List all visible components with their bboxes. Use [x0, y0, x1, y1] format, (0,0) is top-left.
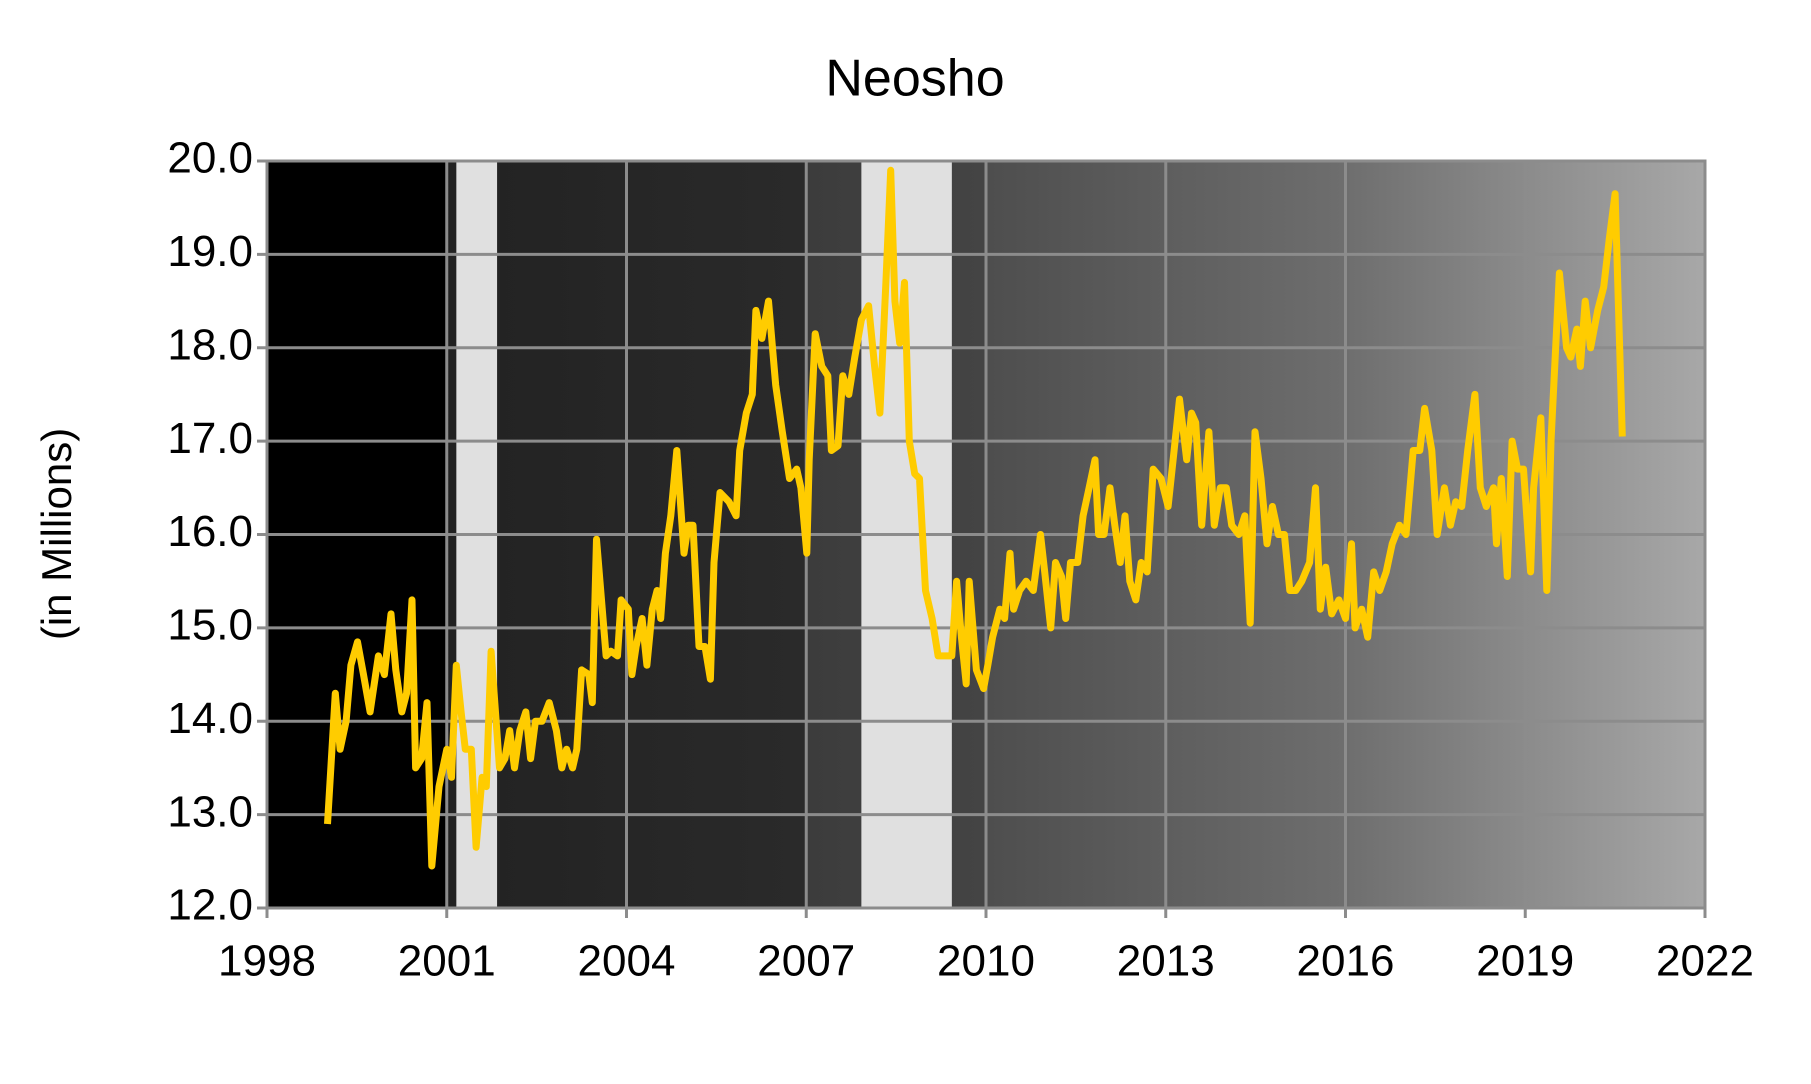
x-tick-label: 2019	[1476, 937, 1574, 986]
y-tick-label: 19.0	[167, 227, 253, 276]
x-tick-label: 2010	[937, 937, 1035, 986]
x-tick-label: 2004	[578, 937, 676, 986]
x-tick-label: 2007	[757, 937, 855, 986]
y-tick-label: 18.0	[167, 320, 253, 369]
data-line	[324, 166, 1626, 870]
y-tick-label: 12.0	[167, 881, 253, 930]
y-axis-label: (in Millions)	[33, 428, 80, 640]
y-tick-label: 16.0	[167, 507, 253, 556]
y-tick-label: 13.0	[167, 787, 253, 836]
x-tick-label: 2016	[1297, 937, 1395, 986]
y-tick-label: 15.0	[167, 601, 253, 650]
x-tick-label: 2001	[398, 937, 496, 986]
y-tick-label: 14.0	[167, 694, 253, 743]
x-tick-label: 1998	[218, 937, 316, 986]
y-tick-label: 17.0	[167, 414, 253, 463]
plot-frame	[265, 159, 1707, 910]
x-tick-label: 2013	[1117, 937, 1215, 986]
chart-title: Neosho	[825, 50, 1004, 108]
y-tick-label: 20.0	[167, 134, 253, 183]
x-tick-label: 2022	[1656, 937, 1754, 986]
